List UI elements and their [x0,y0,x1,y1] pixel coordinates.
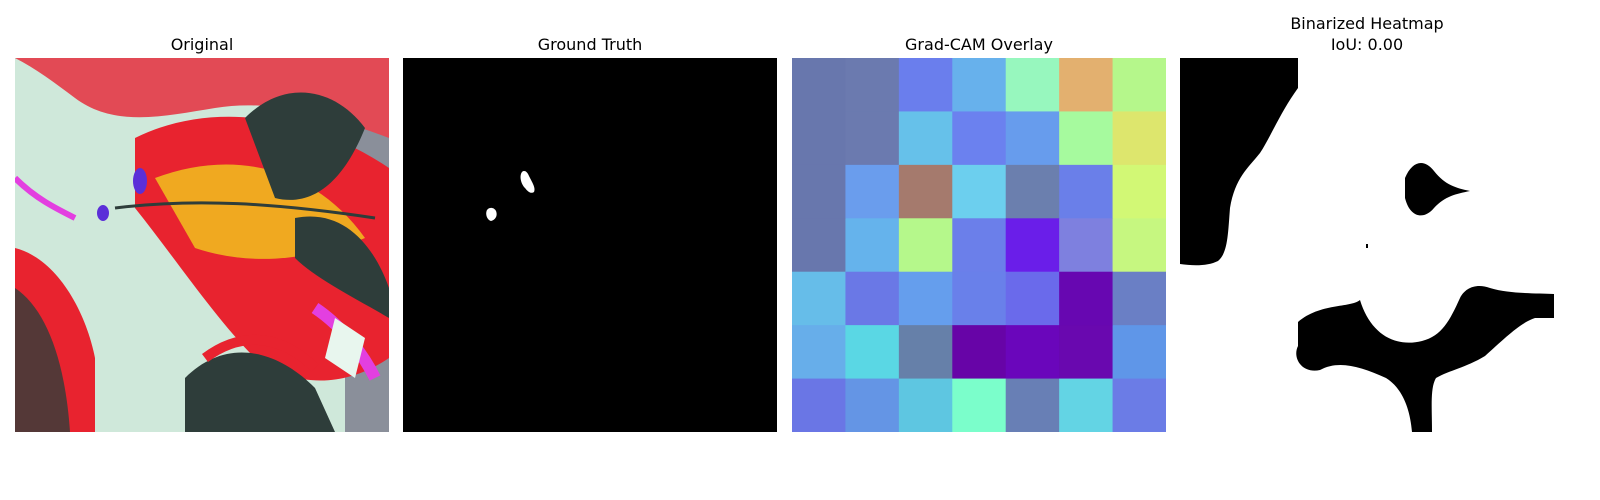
gradcam-cell [792,325,846,380]
gradcam-cell [952,218,1007,273]
gradcam-cell [1005,271,1060,326]
gradcam-cell [1005,218,1060,273]
gradcam-cell [898,378,953,432]
gradcam-cell [1112,58,1166,112]
gradcam-cell [1112,378,1166,432]
gradcam-cell [1112,325,1166,380]
gradcam-cell [792,111,846,166]
gradcam-cell [845,325,900,380]
gradcam-cell [792,218,846,273]
binarized-title-line1: Binarized Heatmap [1290,14,1444,33]
gradcam-cell [1059,164,1114,219]
gradcam-cell [792,378,846,432]
gradcam-cell [952,58,1007,112]
gradcam-cell [898,58,953,112]
gradcam-cell [898,111,953,166]
gradcam-cell [1112,218,1166,273]
gradcam-cell [952,111,1007,166]
gradcam-cell [1005,58,1060,112]
gradcam-cell [1059,378,1114,432]
gradcam-cell [792,164,846,219]
gradcam-cell [1005,325,1060,380]
gradcam-cell [898,164,953,219]
gradcam-cell [1005,111,1060,166]
original-title: Original [170,35,234,54]
gradcam-cell [1059,218,1114,273]
gradcam-cell [845,378,900,432]
gradcam-cell [845,271,900,326]
gradcam-cell [792,58,846,112]
gradcam-cell [1112,271,1166,326]
binarized-title: Binarized Heatmap IoU: 0.00 [1180,13,1554,55]
gradcam-cell [1059,58,1114,112]
gradcam-cell [845,111,900,166]
gradcam-cell [1005,164,1060,219]
gradcam-cell [1059,271,1114,326]
iou-label: IoU: 0.00 [1330,35,1404,54]
gradcam-cell [1005,378,1060,432]
gradcam-title: Grad-CAM Overlay [905,35,1053,54]
gradcam-cell [1059,111,1114,166]
gradcam-cell [1112,111,1166,166]
gradcam-cell [1059,325,1114,380]
gradcam-cell [898,271,953,326]
gradcam-cell [845,218,900,273]
gradcam-cell [952,325,1007,380]
gradcam-cell [845,58,900,112]
ground-truth-mask [403,58,777,432]
gradcam-cell [952,271,1007,326]
gradcam-cell [898,218,953,273]
gradcam-cell [952,378,1007,432]
gradcam-cell [792,271,846,326]
gradcam-cell [898,325,953,380]
gradcam-cell [1112,164,1166,219]
original-image [15,58,389,432]
binarized-heatmap [1180,58,1554,432]
ground-truth-title: Ground Truth [537,35,643,54]
gradcam-cell [952,164,1007,219]
gradcam-overlay [792,58,1166,432]
gradcam-cell [845,164,900,219]
